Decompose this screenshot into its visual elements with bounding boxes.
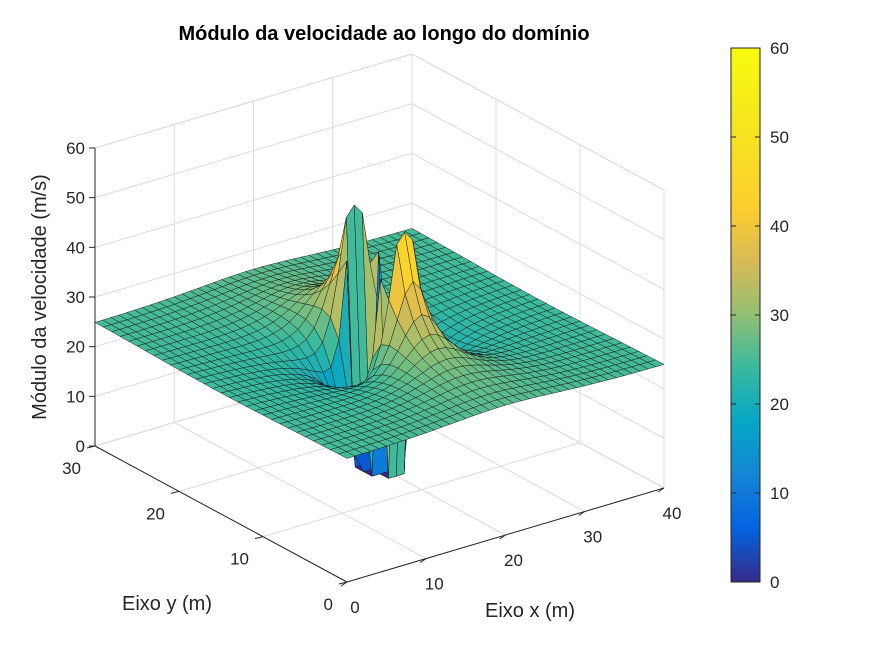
y-axis-line <box>94 445 348 583</box>
colorbar: 0 10 20 30 40 50 60 <box>730 39 789 592</box>
colorbar-tick-label: 30 <box>770 306 789 325</box>
x-tick-label: 40 <box>663 504 682 523</box>
x-tick-label: 0 <box>350 598 359 617</box>
x-tick-mark <box>657 487 665 493</box>
y-tick-label: 20 <box>146 504 165 523</box>
colorbar-tick-label: 10 <box>770 484 789 503</box>
x-axis-label: Eixo x (m) <box>485 600 575 622</box>
colorbar-tick-label: 0 <box>770 573 779 592</box>
surface-patch <box>647 359 665 367</box>
y-tick-mark <box>338 581 348 585</box>
z-axis-label: Módulo da velocidade (m/s) <box>29 174 51 420</box>
x-tick-mark <box>499 534 506 540</box>
grid-line <box>411 53 665 191</box>
x-tick-mark <box>419 558 427 563</box>
x-tick-mark <box>578 511 586 516</box>
y-tick-label: 0 <box>324 595 333 614</box>
grid-line <box>174 422 427 559</box>
z-tick-label: 30 <box>66 288 85 307</box>
grid-line <box>411 152 665 290</box>
x-tick-label: 10 <box>425 575 444 594</box>
x-tick-label: 30 <box>583 528 602 547</box>
colorbar-tick-label: 60 <box>770 39 789 58</box>
chart-title: Módulo da velocidade ao longo do domínio <box>178 23 589 45</box>
y-tick-mark <box>254 536 264 540</box>
colorbar-ticks: 0 10 20 30 40 50 60 <box>731 39 789 592</box>
y-tick-label: 10 <box>230 550 249 569</box>
y-tick-label: 30 <box>62 459 81 478</box>
colorbar-tick-label: 20 <box>770 395 789 414</box>
grid-line <box>411 103 665 241</box>
z-tick-label: 0 <box>76 437 85 456</box>
grid-line <box>262 442 581 538</box>
z-tick-label: 50 <box>66 189 85 208</box>
colorbar-tick-label: 50 <box>770 128 789 147</box>
velocity-surface <box>94 204 665 479</box>
grid-line <box>411 202 665 340</box>
z-tick-label: 60 <box>66 139 85 158</box>
colorbar-tick-label: 40 <box>770 217 789 236</box>
z-tick-label: 20 <box>66 338 85 357</box>
y-axis-label: Eixo y (m) <box>122 593 212 615</box>
z-tick-label: 10 <box>66 387 85 406</box>
tick-labels: 0 10 20 30 40 0 10 20 30 0 10 20 30 40 50 60 <box>62 139 681 617</box>
y-tick-mark <box>170 490 180 494</box>
z-tick-label: 40 <box>66 238 85 257</box>
x-tick-label: 20 <box>504 551 523 570</box>
